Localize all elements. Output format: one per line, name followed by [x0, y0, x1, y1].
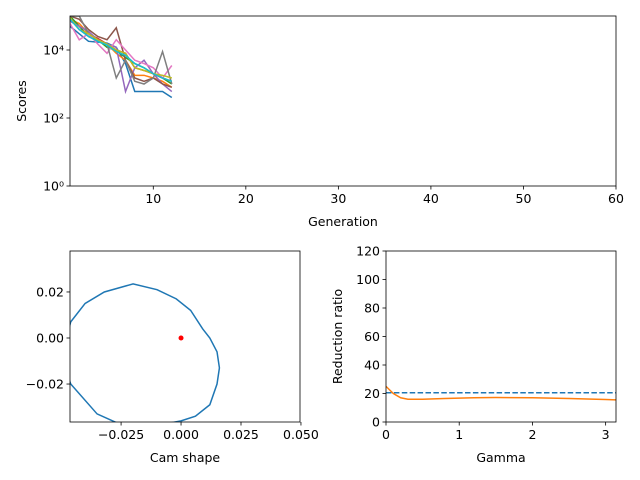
- y-tick-label: −0.02: [26, 377, 64, 392]
- x-tick-label: −0.025: [98, 427, 144, 442]
- series-line: [70, 18, 173, 83]
- y-tick-label: 10²: [43, 111, 64, 126]
- axes: 0 1 2 3 0 20 40 60 80 100 120 Gamma Reduction ratio: [330, 244, 617, 465]
- point: [178, 335, 184, 341]
- plot-area: [70, 16, 173, 99]
- y-axis-label: Scores: [14, 80, 29, 122]
- x-tick-label: 50: [516, 191, 532, 206]
- x-tick-label: 1: [455, 427, 463, 442]
- x-tick-label: 30: [330, 191, 346, 206]
- y-axis-label: Reduction ratio: [330, 289, 345, 384]
- plot-area: [70, 283, 221, 422]
- x-tick-label: 2: [528, 427, 536, 442]
- x-tick-label: 20: [238, 191, 254, 206]
- x-tick-label: 60: [608, 191, 624, 206]
- series-line: [70, 25, 173, 99]
- axes-frame: [69, 250, 301, 423]
- y-tick-label: 0.02: [36, 284, 64, 299]
- y-tick-label: 0.00: [36, 330, 64, 345]
- axes: 10 20 30 40 50 60 10⁰ 10² 10⁴ Generation Scores: [14, 15, 624, 229]
- axes-frame: [69, 15, 617, 187]
- x-tick-label: 0.025: [223, 427, 259, 442]
- y-tick-label: 10⁴: [43, 43, 64, 58]
- y-tick-label: 100: [356, 272, 380, 287]
- axes: −0.025 0.000 0.025 0.050 −0.02 0.00 0.02 Cam sh…: [26, 250, 319, 465]
- x-tick-label: 0: [382, 427, 390, 442]
- y-tick-label: 10⁰: [43, 179, 64, 194]
- y-tick-label: 80: [364, 301, 380, 316]
- y-tick-label: 40: [364, 358, 380, 373]
- series-line: [386, 385, 616, 401]
- x-tick-label: 40: [423, 191, 439, 206]
- x-tick-label: 3: [602, 427, 610, 442]
- x-tick-label: 10: [145, 191, 161, 206]
- axes-frame: [385, 250, 617, 423]
- y-tick-label: 120: [356, 244, 380, 259]
- x-tick-label: 0.000: [163, 427, 199, 442]
- series-line: [70, 283, 221, 422]
- y-tick-label: 0: [372, 415, 380, 430]
- x-axis-label: Generation: [308, 214, 378, 229]
- plot-area: [386, 385, 616, 401]
- x-axis-label: Gamma: [476, 450, 525, 465]
- x-tick-label: 0.050: [283, 427, 319, 442]
- y-tick-label: 60: [364, 329, 380, 344]
- x-axis-label: Cam shape: [150, 450, 221, 465]
- y-tick-label: 20: [364, 386, 380, 401]
